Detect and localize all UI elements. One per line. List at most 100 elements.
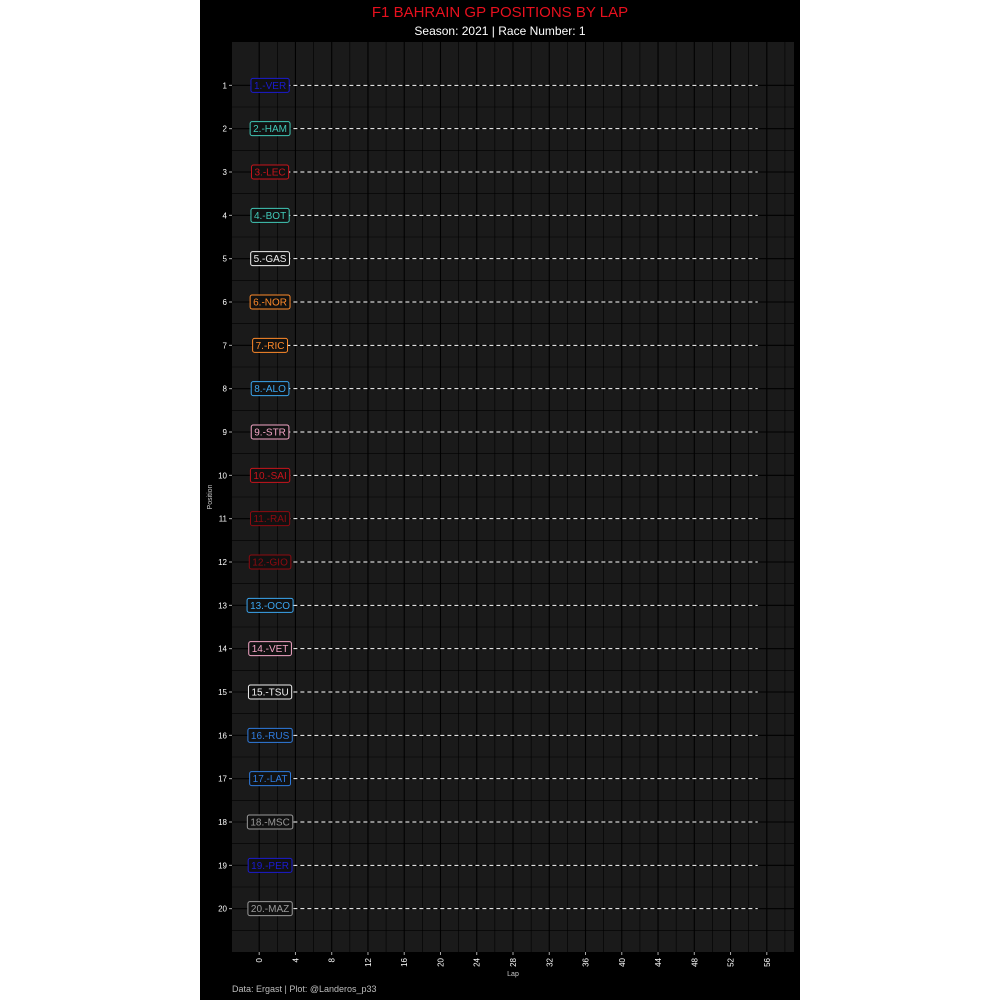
y-tick-label: 15 — [218, 688, 227, 697]
x-tick-label: 36 — [582, 957, 591, 966]
series-label-rus: 16.-RUS — [247, 727, 293, 743]
series-label-text: 16.-RUS — [251, 731, 290, 742]
series-label-bot: 4.-BOT — [250, 207, 290, 223]
series-label-text: 6.-NOR — [253, 298, 287, 309]
series-label-text: 17.-LAT — [253, 774, 288, 785]
series-label-box — [252, 337, 289, 353]
series-label-box — [247, 857, 293, 873]
series-label-rai: 11.-RAI — [249, 511, 291, 527]
y-tick-label: 11 — [219, 515, 228, 524]
series-label-ric: 7.-RIC — [252, 337, 289, 353]
y-tick-label: 19 — [218, 861, 227, 870]
series-label-box — [249, 467, 291, 483]
series-label-text: 13.-OCO — [250, 601, 290, 612]
y-tick-label: 13 — [218, 601, 227, 610]
series-label-box — [249, 511, 291, 527]
series-label-box — [247, 727, 293, 743]
series-label-text: 19.-PER — [251, 861, 289, 872]
series-label-text: 9.-STR — [254, 428, 286, 439]
y-tick-label: 17 — [218, 775, 227, 784]
series-label-text: 10.-SAI — [253, 471, 286, 482]
x-axis: 0 4 8 12 16 20 24 28 32 36 40 44 48 52 56 — [255, 952, 772, 967]
series-label-vet: 14.-VET — [248, 641, 292, 657]
series-label-box — [250, 424, 290, 440]
y-tick-label: 3 — [223, 168, 228, 177]
series-label-text: 20.-MAZ — [251, 904, 289, 915]
y-tick-label: 7 — [223, 341, 228, 350]
series-label-box — [251, 164, 290, 180]
caption: Data: Ergast | Plot: @Landeros_p33 — [232, 984, 377, 994]
series-label-text: 7.-RIC — [256, 341, 285, 352]
series-label-alo: 8.-ALO — [250, 381, 290, 397]
x-tick-label: 4 — [291, 957, 300, 962]
x-tick-label: 48 — [690, 957, 699, 966]
y-tick-label: 14 — [218, 645, 227, 654]
series-label-box — [248, 554, 292, 570]
y-tick-label: 4 — [223, 211, 228, 220]
series-label-box — [250, 381, 290, 397]
series-lines — [286, 84, 758, 910]
series-label-ver: 1.-VER — [250, 77, 290, 93]
y-tick-label: 12 — [218, 558, 227, 567]
x-tick-label: 0 — [255, 957, 264, 962]
y-tick-label: 5 — [223, 255, 228, 264]
x-tick-label: 20 — [436, 957, 445, 966]
series-label-box — [250, 77, 290, 93]
y-tick-label: 6 — [223, 298, 228, 307]
series-label-text: 18.-MSC — [250, 818, 289, 829]
series-label-lec: 3.-LEC — [251, 164, 290, 180]
x-tick-label: 24 — [473, 957, 482, 966]
series-label-box — [246, 597, 294, 613]
x-tick-label: 56 — [763, 957, 772, 966]
y-tick-label: 10 — [218, 471, 227, 480]
series-label-text: 11.-RAI — [253, 514, 286, 525]
series-label-maz: 20.-MAZ — [247, 901, 293, 917]
series-label-str: 9.-STR — [250, 424, 290, 440]
series-labels: 1.-VER 2.-HAM 3.-LEC 4.-BOT 5.-GAS 6.-NOR 7.-R… — [246, 77, 294, 917]
series-label-box — [247, 684, 293, 700]
series-label-text: 5.-GAS — [254, 254, 287, 265]
series-label-per: 19.-PER — [247, 857, 293, 873]
x-tick-label: 32 — [545, 957, 554, 966]
series-label-box — [246, 814, 294, 830]
chart-title: F1 BAHRAIN GP POSITIONS BY LAP — [371, 4, 629, 21]
x-tick-label: 28 — [509, 957, 518, 966]
series-label-gas: 5.-GAS — [250, 251, 290, 267]
series-label-gio: 12.-GIO — [248, 554, 292, 570]
x-tick-label: 52 — [727, 957, 736, 966]
series-label-box — [249, 771, 291, 787]
series-label-text: 12.-GIO — [252, 558, 288, 569]
x-axis-title: Lap — [507, 971, 519, 978]
x-tick-label: 8 — [328, 957, 337, 962]
series-label-box — [247, 901, 293, 917]
series-label-ham: 2.-HAM — [249, 121, 291, 137]
series-label-text: 14.-VET — [252, 644, 289, 655]
series-label-lat: 17.-LAT — [249, 771, 291, 787]
series-label-box — [249, 294, 291, 310]
y-tick-label: 20 — [218, 905, 227, 914]
series-label-text: 1.-VER — [254, 81, 286, 92]
series-label-oco: 13.-OCO — [246, 597, 294, 613]
series-label-box — [248, 641, 292, 657]
series-label-msc: 18.-MSC — [246, 814, 294, 830]
series-label-text: 4.-BOT — [254, 211, 286, 222]
y-axis-title: Position — [207, 484, 214, 509]
series-label-text: 8.-ALO — [254, 384, 286, 395]
x-tick-label: 44 — [654, 957, 663, 966]
y-tick-label: 18 — [218, 818, 227, 827]
series-label-text: 2.-HAM — [253, 124, 287, 135]
series-label-box — [250, 251, 290, 267]
series-label-nor: 6.-NOR — [249, 294, 291, 310]
series-label-box — [249, 121, 291, 137]
series-label-text: 15.-TSU — [251, 688, 288, 699]
x-tick-label: 16 — [400, 957, 409, 966]
y-tick-label: 2 — [223, 125, 228, 134]
x-tick-label: 12 — [364, 957, 373, 966]
chart-subtitle: Season: 2021 | Race Number: 1 — [414, 24, 586, 38]
series-label-tsu: 15.-TSU — [247, 684, 293, 700]
series-label-box — [250, 207, 290, 223]
y-tick-label: 8 — [223, 385, 228, 394]
series-label-text: 3.-LEC — [255, 168, 286, 179]
